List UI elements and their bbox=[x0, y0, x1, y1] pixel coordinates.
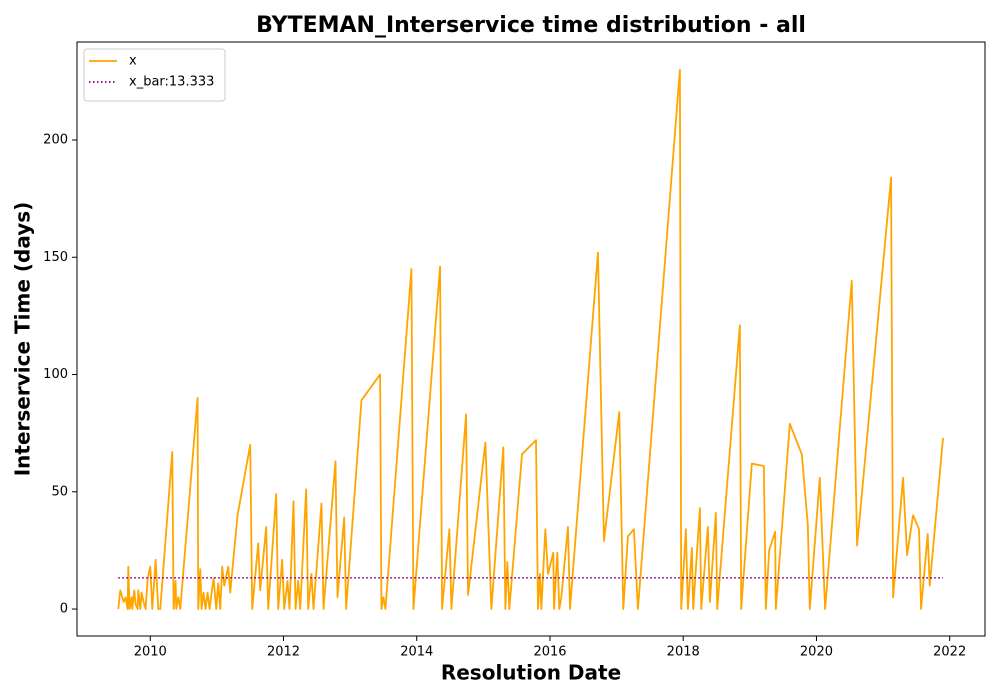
x-tick-label: 2010 bbox=[134, 645, 167, 660]
y-tick-label: 100 bbox=[43, 367, 68, 382]
chart-title: BYTEMAN_Interservice time distribution -… bbox=[256, 13, 806, 38]
x-tick-label: 2016 bbox=[533, 645, 566, 660]
y-axis-label: Interservice Time (days) bbox=[11, 202, 35, 477]
x-tick-label: 2014 bbox=[400, 645, 433, 660]
legend-label: x bbox=[129, 54, 137, 69]
x-tick-label: 2012 bbox=[267, 645, 300, 660]
x-tick-label: 2018 bbox=[667, 645, 700, 660]
plot-frame bbox=[76, 41, 986, 637]
x-tick-label: 2020 bbox=[800, 645, 833, 660]
series-line bbox=[117, 68, 944, 610]
y-tick-label: 50 bbox=[51, 484, 68, 499]
legend-label: x_bar:13.333 bbox=[129, 75, 214, 90]
x-tick-label: 2022 bbox=[933, 645, 966, 660]
y-tick-label: 200 bbox=[43, 133, 68, 148]
x-axis-label: Resolution Date bbox=[441, 661, 621, 685]
y-tick-label: 0 bbox=[60, 602, 68, 617]
legend-box bbox=[83, 48, 226, 102]
y-tick-label: 150 bbox=[43, 250, 68, 265]
